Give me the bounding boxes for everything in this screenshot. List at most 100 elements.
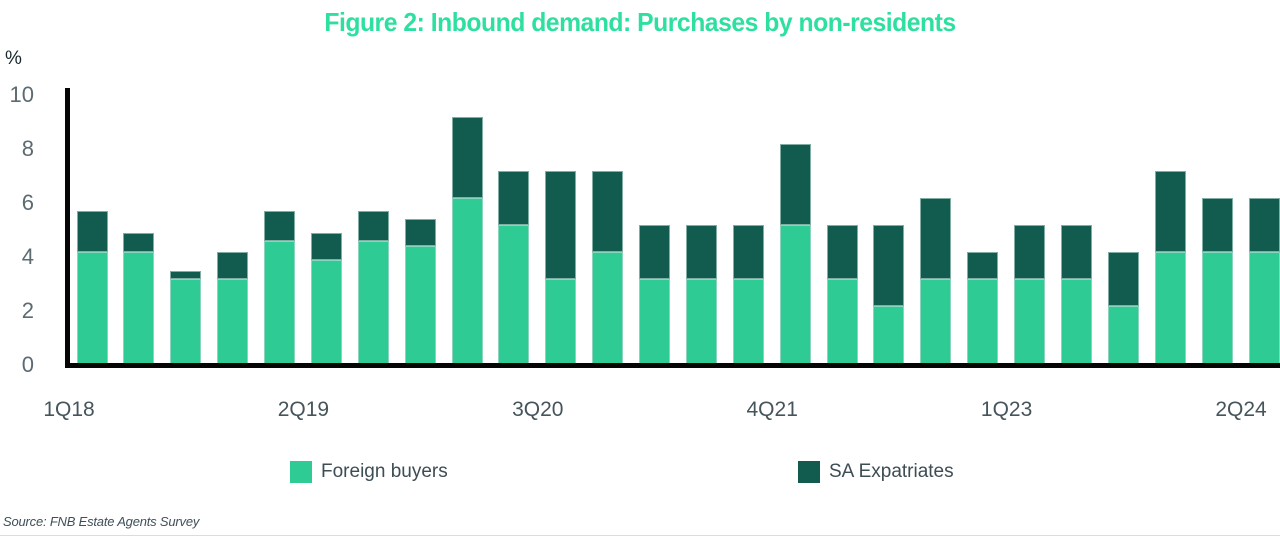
- bar-segment-foreign-buyers: [920, 278, 952, 365]
- y-tick-8: 8: [21, 136, 34, 161]
- bar-2Q21: [685, 224, 717, 365]
- x-tick-1Q23: 1Q23: [980, 398, 1033, 421]
- bar-1Q24: [1201, 197, 1233, 365]
- bar-2Q19: [310, 232, 342, 365]
- bar-segment-foreign-buyers: [826, 278, 858, 365]
- bar-segment-foreign-buyers: [76, 251, 108, 365]
- bar-segment-sa-expatriates: [1014, 224, 1046, 279]
- bar-4Q18: [217, 251, 249, 365]
- bar-segment-foreign-buyers: [732, 278, 764, 365]
- bar-segment-sa-expatriates: [123, 232, 155, 252]
- bar-4Q23: [1154, 170, 1186, 365]
- y-axis-unit-label: %: [5, 48, 22, 69]
- bar-2Q24: [1248, 197, 1280, 365]
- bar-segment-sa-expatriates: [310, 232, 342, 260]
- bar-1Q23: [1014, 224, 1046, 365]
- bar-segment-sa-expatriates: [732, 224, 764, 279]
- bar-segment-sa-expatriates: [1107, 251, 1139, 306]
- bar-segment-sa-expatriates: [826, 224, 858, 279]
- y-tick-6: 6: [21, 190, 34, 215]
- bar-1Q21: [639, 224, 671, 365]
- x-tick-4Q21: 4Q21: [746, 398, 798, 421]
- bar-segment-foreign-buyers: [1248, 251, 1280, 365]
- bar-segment-foreign-buyers: [592, 251, 624, 365]
- bar-2Q18: [123, 232, 155, 365]
- bar-1Q22: [826, 224, 858, 365]
- x-tick-2Q19: 2Q19: [277, 398, 330, 421]
- y-axis-line: [65, 88, 70, 367]
- x-tick-3Q20: 3Q20: [512, 398, 564, 421]
- bar-segment-foreign-buyers: [498, 224, 530, 365]
- bar-segment-sa-expatriates: [779, 143, 811, 225]
- bar-segment-sa-expatriates: [592, 170, 624, 252]
- legend-label-sa-expatriates: SA Expatriates: [829, 461, 954, 482]
- bar-segment-foreign-buyers: [1060, 278, 1092, 365]
- sa-expatriates-swatch-icon: [798, 461, 820, 483]
- bar-segment-sa-expatriates: [264, 211, 296, 241]
- bar-4Q22: [967, 251, 999, 365]
- bar-segment-foreign-buyers: [967, 278, 999, 365]
- bar-segment-sa-expatriates: [545, 170, 577, 279]
- bar-3Q20: [545, 170, 577, 365]
- foreign-buyers-swatch-icon: [290, 461, 312, 483]
- source-note: Source: FNB Estate Agents Survey: [3, 514, 200, 529]
- y-tick-0: 0: [21, 352, 34, 377]
- legend-label-foreign-buyers: Foreign buyers: [321, 461, 448, 482]
- bar-segment-sa-expatriates: [1248, 197, 1280, 252]
- bar-segment-foreign-buyers: [639, 278, 671, 365]
- bar-segment-foreign-buyers: [264, 240, 296, 365]
- bar-3Q19: [357, 211, 389, 365]
- bar-segment-sa-expatriates: [1154, 170, 1186, 252]
- bar-segment-foreign-buyers: [217, 278, 249, 365]
- bar-1Q20: [451, 116, 483, 365]
- bar-1Q18: [76, 211, 108, 365]
- y-tick-2: 2: [21, 298, 34, 323]
- bar-segment-foreign-buyers: [1154, 251, 1186, 365]
- bar-segment-sa-expatriates: [404, 219, 436, 247]
- bar-3Q22: [920, 197, 952, 365]
- bar-3Q23: [1107, 251, 1139, 365]
- bar-segment-foreign-buyers: [310, 259, 342, 365]
- bar-segment-sa-expatriates: [451, 116, 483, 198]
- bar-segment-foreign-buyers: [1014, 278, 1046, 365]
- bar-segment-foreign-buyers: [1201, 251, 1233, 365]
- bar-1Q19: [264, 211, 296, 365]
- bar-segment-foreign-buyers: [451, 197, 483, 365]
- bar-2Q23: [1060, 224, 1092, 365]
- bar-segment-foreign-buyers: [873, 305, 905, 365]
- bar-segment-sa-expatriates: [873, 224, 905, 306]
- bar-4Q20: [592, 170, 624, 365]
- bar-segment-sa-expatriates: [357, 211, 389, 241]
- bar-segment-foreign-buyers: [779, 224, 811, 365]
- bar-4Q19: [404, 219, 436, 365]
- bar-3Q21: [732, 224, 764, 365]
- bar-segment-sa-expatriates: [1060, 224, 1092, 279]
- bar-segment-foreign-buyers: [404, 246, 436, 365]
- bar-segment-foreign-buyers: [123, 251, 155, 365]
- bar-2Q22: [873, 224, 905, 365]
- x-axis-line: [65, 363, 1280, 368]
- y-tick-10: 10: [9, 82, 34, 107]
- legend-item-sa-expatriates: SA Expatriates: [798, 461, 954, 483]
- bar-segment-sa-expatriates: [639, 224, 671, 279]
- bar-segment-foreign-buyers: [1107, 305, 1139, 365]
- x-tick-1Q18: 1Q18: [43, 398, 95, 421]
- bar-segment-foreign-buyers: [357, 240, 389, 365]
- bar-3Q18: [170, 270, 202, 365]
- bar-segment-foreign-buyers: [685, 278, 717, 365]
- bar-2Q20: [498, 170, 530, 365]
- chart-title: Figure 2: Inbound demand: Purchases by n…: [324, 7, 956, 37]
- bar-segment-sa-expatriates: [498, 170, 530, 225]
- bar-segment-sa-expatriates: [967, 251, 999, 279]
- legend-item-foreign-buyers: Foreign buyers: [290, 461, 448, 483]
- y-tick-4: 4: [21, 244, 34, 269]
- bar-segment-sa-expatriates: [76, 211, 108, 252]
- bar-segment-sa-expatriates: [920, 197, 952, 279]
- bar-segment-sa-expatriates: [217, 251, 249, 279]
- bar-segment-foreign-buyers: [170, 278, 202, 365]
- bar-segment-foreign-buyers: [545, 278, 577, 365]
- bar-segment-sa-expatriates: [685, 224, 717, 279]
- plot-area: [67, 95, 1280, 365]
- bar-segment-sa-expatriates: [1201, 197, 1233, 252]
